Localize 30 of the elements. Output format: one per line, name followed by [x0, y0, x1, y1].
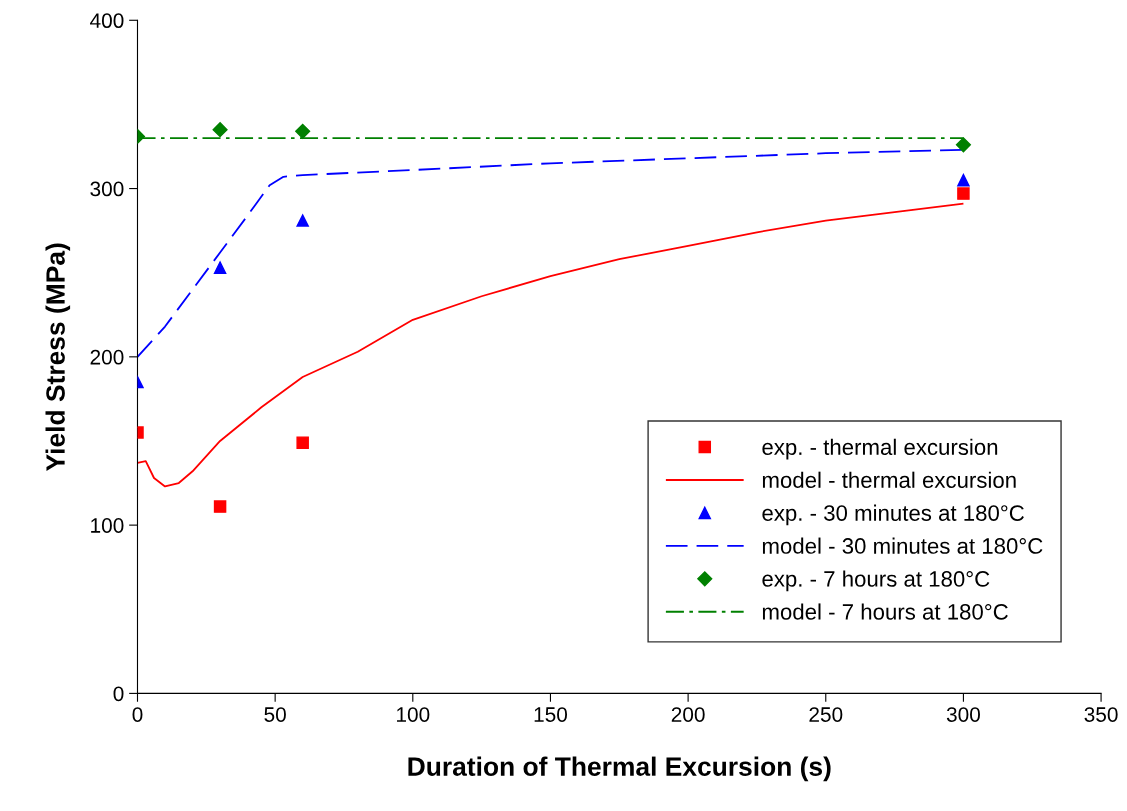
point — [295, 123, 311, 139]
point — [296, 214, 309, 227]
point — [213, 500, 227, 513]
x-tick-label: 150 — [534, 707, 568, 722]
point — [296, 436, 309, 449]
x-axis-title: Duration of Thermal Excursion (s) — [408, 756, 831, 782]
point — [955, 137, 971, 153]
x-tick-label: 250 — [809, 707, 843, 722]
legend-label: model - 30 minutes at 180°C — [762, 537, 1043, 554]
legend-label: exp. - 7 hours at 180°C — [762, 570, 990, 592]
legend-label: exp. - thermal excursion — [762, 438, 998, 460]
x-tick-label: 50 — [264, 707, 286, 722]
legend-label: model - thermal excursion — [762, 471, 1016, 488]
y-tick-label: 200 — [90, 349, 124, 365]
x-tick-label: 350 — [1084, 707, 1118, 722]
x-tick-label: 200 — [671, 707, 705, 722]
point — [212, 122, 228, 138]
point — [213, 261, 227, 274]
x-tick-label: 300 — [946, 707, 980, 722]
y-tick-label: 100 — [91, 518, 124, 533]
y-tick-label: 300 — [90, 181, 124, 197]
x-tick-label: 100 — [397, 707, 430, 722]
y-axis-title: Yield Stress (MPa) — [45, 243, 71, 472]
legend-label: model - 7 hours at 180°C — [762, 603, 1008, 620]
y-tick-label: 0 — [113, 686, 124, 702]
point — [957, 173, 970, 187]
point — [957, 187, 970, 200]
legend-label: exp. - 30 minutes at 180°C — [762, 504, 1024, 526]
y-tick-label: 400 — [90, 13, 124, 29]
x-tick-label: 0 — [132, 707, 143, 722]
